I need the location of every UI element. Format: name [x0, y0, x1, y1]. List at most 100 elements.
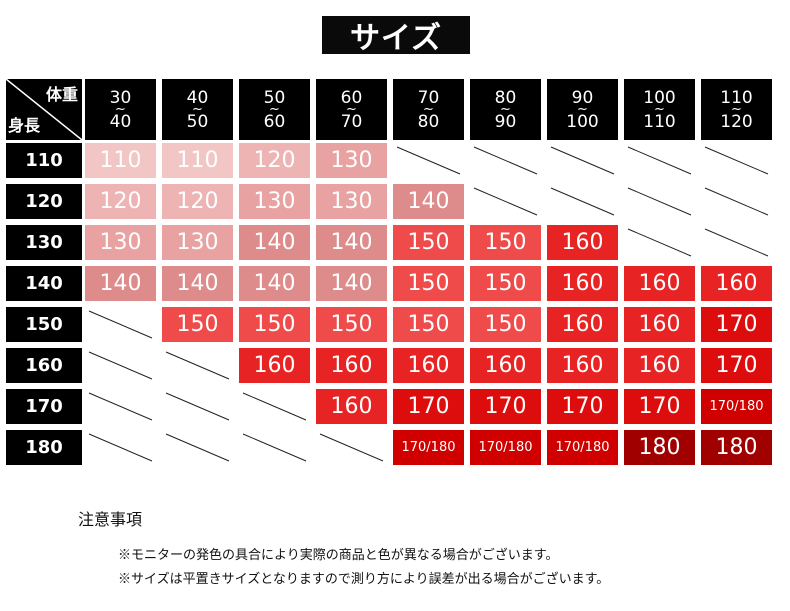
size-cell: 140 — [239, 225, 310, 260]
empty-cell-diagonal — [319, 433, 384, 462]
size-cell: 140 — [239, 266, 310, 301]
corner-diagonal-line — [6, 79, 82, 140]
size-cell: 150 — [162, 307, 233, 342]
size-cell: 130 — [239, 184, 310, 219]
weight-to: 80 — [417, 111, 440, 132]
weight-to: 90 — [494, 111, 517, 132]
size-cell: 130 — [316, 143, 387, 178]
empty-cell-diagonal — [627, 146, 692, 175]
weight-column-header: 70 ~80 — [393, 79, 464, 140]
weight-to: 110 — [643, 111, 676, 132]
weight-column-header: 80 ~90 — [470, 79, 541, 140]
size-cell: 150 — [316, 307, 387, 342]
empty-cell-diagonal — [473, 187, 538, 216]
weight-column-header: 110 ~120 — [701, 79, 772, 140]
weight-column-header: 100 ~110 — [624, 79, 695, 140]
height-axis-label: 身長 — [8, 116, 41, 135]
weight-to: 40 — [109, 111, 132, 132]
size-cell: 160 — [624, 348, 695, 383]
height-row-header: 130 — [6, 225, 82, 260]
weight-from: 110 — [720, 87, 753, 108]
size-cell: 170 — [624, 389, 695, 424]
weight-tilde: ~ — [423, 101, 434, 117]
height-row-header: 120 — [6, 184, 82, 219]
size-cell: 180 — [701, 430, 772, 465]
notes-title: 注意事項 — [78, 510, 143, 529]
size-cell: 160 — [547, 348, 618, 383]
size-cell: 140 — [393, 184, 464, 219]
weight-axis-label: 体重 — [45, 85, 78, 104]
weight-to: 120 — [720, 111, 753, 132]
size-cell: 160 — [547, 266, 618, 301]
size-cell: 140 — [316, 225, 387, 260]
weight-from: 100 — [643, 87, 676, 108]
empty-cell-diagonal — [396, 146, 461, 175]
weight-column-header: 30 ~40 — [85, 79, 156, 140]
size-cell: 160 — [316, 348, 387, 383]
size-cell: 160 — [470, 348, 541, 383]
size-cell: 110 — [162, 143, 233, 178]
table-corner-header: 体重 身長 — [6, 79, 82, 140]
weight-tilde: ~ — [654, 101, 665, 117]
height-row-header: 140 — [6, 266, 82, 301]
size-cell: 140 — [316, 266, 387, 301]
size-cell: 150 — [470, 266, 541, 301]
weight-column-header: 50 ~60 — [239, 79, 310, 140]
weight-from: 80 — [494, 87, 517, 108]
size-cell: 160 — [316, 389, 387, 424]
size-cell: 160 — [393, 348, 464, 383]
weight-tilde: ~ — [269, 101, 280, 117]
empty-cell-diagonal — [88, 433, 153, 462]
weight-tilde: ~ — [731, 101, 742, 117]
weight-from: 70 — [417, 87, 440, 108]
size-cell: 150 — [393, 307, 464, 342]
weight-from: 50 — [263, 87, 286, 108]
size-cell: 170/180 — [701, 389, 772, 424]
empty-cell-diagonal — [473, 146, 538, 175]
size-cell: 170 — [470, 389, 541, 424]
height-row-header: 110 — [6, 143, 82, 178]
weight-column-header: 90 ~100 — [547, 79, 618, 140]
weight-from: 40 — [186, 87, 209, 108]
weight-column-header: 60 ~70 — [316, 79, 387, 140]
size-cell: 170 — [393, 389, 464, 424]
weight-column-header: 40 ~50 — [162, 79, 233, 140]
weight-from: 90 — [571, 87, 594, 108]
size-cell: 120 — [239, 143, 310, 178]
height-row-header: 150 — [6, 307, 82, 342]
weight-tilde: ~ — [192, 101, 203, 117]
size-cell: 160 — [701, 266, 772, 301]
size-cell: 160 — [547, 307, 618, 342]
empty-cell-diagonal — [242, 433, 307, 462]
size-cell: 180 — [624, 430, 695, 465]
empty-cell-diagonal — [550, 187, 615, 216]
empty-cell-diagonal — [165, 351, 230, 380]
weight-from: 30 — [109, 87, 132, 108]
size-cell: 140 — [85, 266, 156, 301]
size-cell: 170/180 — [470, 430, 541, 465]
weight-tilde: ~ — [346, 101, 357, 117]
size-cell: 150 — [470, 225, 541, 260]
empty-cell-diagonal — [242, 392, 307, 421]
weight-tilde: ~ — [500, 101, 511, 117]
height-row-header: 170 — [6, 389, 82, 424]
size-cell: 170 — [701, 348, 772, 383]
size-cell: 150 — [393, 266, 464, 301]
weight-tilde: ~ — [115, 101, 126, 117]
empty-cell-diagonal — [704, 228, 769, 257]
weight-to: 60 — [263, 111, 286, 132]
empty-cell-diagonal — [165, 392, 230, 421]
size-cell: 160 — [624, 307, 695, 342]
note-line: ※サイズは平置きサイズとなりますので測り方により誤差が出る場合がございます。 — [118, 572, 610, 587]
size-cell: 170/180 — [547, 430, 618, 465]
size-cell: 130 — [85, 225, 156, 260]
note-line: ※モニターの発色の具合により実際の商品と色が異なる場合がございます。 — [118, 548, 559, 563]
size-cell: 150 — [470, 307, 541, 342]
height-row-header: 180 — [6, 430, 82, 465]
size-cell: 110 — [85, 143, 156, 178]
size-cell: 160 — [624, 266, 695, 301]
size-title: サイズ — [322, 16, 470, 56]
weight-to: 50 — [186, 111, 209, 132]
size-cell: 130 — [162, 225, 233, 260]
weight-from: 60 — [340, 87, 363, 108]
